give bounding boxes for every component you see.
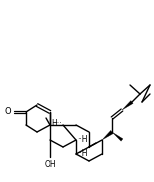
Text: O: O xyxy=(4,108,11,116)
Polygon shape xyxy=(102,130,113,140)
Text: OH: OH xyxy=(44,160,56,169)
Polygon shape xyxy=(112,132,123,141)
Text: ··H: ··H xyxy=(77,134,87,143)
Text: H··: H·· xyxy=(52,120,62,128)
Text: ··H: ··H xyxy=(77,149,87,159)
Polygon shape xyxy=(122,101,133,110)
